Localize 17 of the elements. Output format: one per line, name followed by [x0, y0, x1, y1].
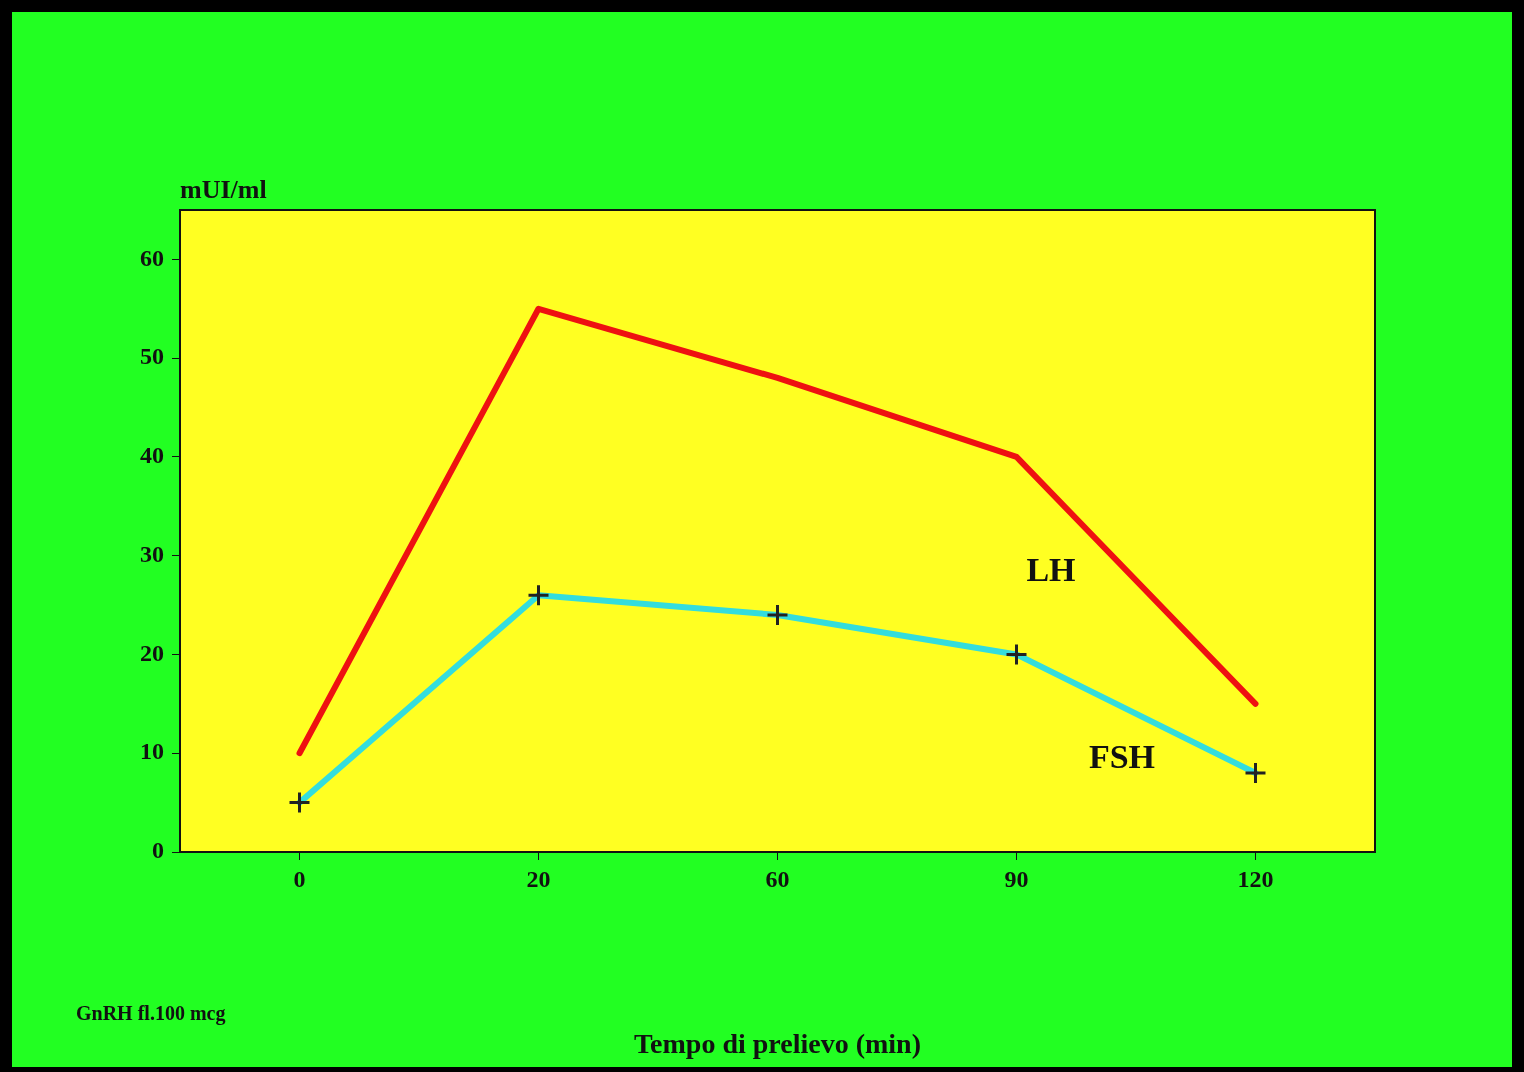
y-tick-label: 40 — [140, 442, 164, 469]
x-tick-label: 90 — [1004, 865, 1029, 892]
y-axis-title: mUI/ml — [180, 174, 267, 204]
x-tick-label: 60 — [765, 865, 790, 892]
series-label: LH — [1026, 551, 1076, 589]
x-tick-label: 120 — [1237, 865, 1274, 892]
series-label: FSH — [1088, 737, 1156, 775]
x-axis-title: Tempo di prelievo (min) — [633, 1028, 922, 1060]
x-tick-label: 0 — [293, 865, 306, 892]
x-tick-label: 20 — [526, 865, 551, 892]
y-tick-label: 20 — [140, 639, 164, 666]
y-tick-label: 50 — [140, 343, 164, 370]
y-tick-label: 0 — [152, 837, 164, 864]
text: GnRH fl.100 mcg — [76, 1002, 226, 1026]
y-tick-label: 10 — [140, 738, 164, 765]
y-tick-label: 30 — [140, 540, 164, 567]
y-tick-label: 60 — [140, 244, 164, 271]
